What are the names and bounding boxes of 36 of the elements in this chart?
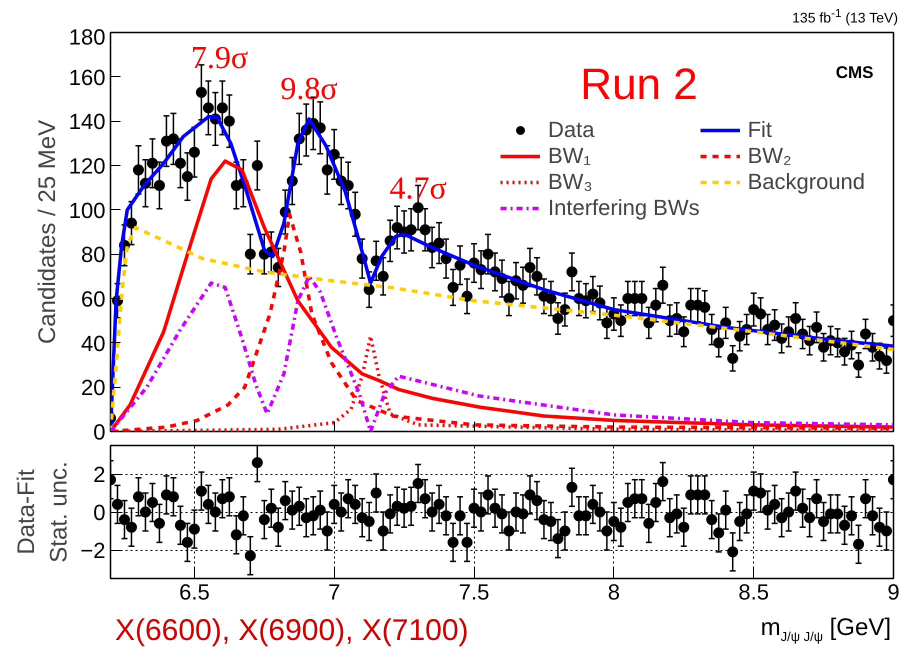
y-tick-label: 0 <box>93 420 106 444</box>
text: 135 fb$^{-1}$ (13 TeV) <box>792 6 898 27</box>
y-tick-label: 140 <box>68 109 106 134</box>
x-tick-label: 7 <box>328 580 340 604</box>
annotation: 9.8σ <box>280 70 338 106</box>
legend-label: BW₁ <box>548 143 591 169</box>
y-tick-label: 40 <box>81 330 106 356</box>
x-tick-label: 6.5 <box>179 580 210 604</box>
x-tick-label: 7.5 <box>458 580 490 604</box>
legend-label: BW₂ <box>748 143 792 169</box>
y-tick-label: 100 <box>68 198 106 223</box>
annotation: 7.9σ <box>190 38 248 75</box>
y-tick-label: 60 <box>81 286 106 312</box>
y-tick-label: −2 <box>80 538 106 563</box>
y-tick-label: 120 <box>68 154 106 178</box>
x-tick-label: 8.5 <box>738 580 769 604</box>
y-tick-label: 180 <box>68 24 106 50</box>
text: X(6600), X(6900), X(7100) <box>115 613 469 649</box>
annotation: CMS <box>836 62 874 82</box>
annotation: Run 2 <box>580 60 698 109</box>
y-tick-label: 20 <box>81 375 106 400</box>
y-tick-label: 160 <box>68 64 106 90</box>
x-tick-label: 8 <box>608 580 620 604</box>
legend-label: Fit <box>748 117 772 143</box>
legend-label: Data <box>548 117 594 143</box>
legend-label: BW₃ <box>548 169 592 195</box>
y-axis-title: Data-Fit Stat. unc. <box>13 461 72 563</box>
y-tick-label: 2 <box>93 462 106 487</box>
legend-label: Background <box>748 169 866 195</box>
legend-label: Interfering BWs <box>548 195 700 221</box>
x-tick-label: 9 <box>887 580 900 604</box>
y-tick-label: 80 <box>81 242 106 268</box>
x-axis-title: m$_{J/ψ J/ψ}$ [GeV] <box>760 613 891 646</box>
y-tick-label: 0 <box>93 500 106 525</box>
annotation: 4.7σ <box>389 170 447 206</box>
y-axis-title: Candidates / 25 MeV <box>34 120 61 344</box>
